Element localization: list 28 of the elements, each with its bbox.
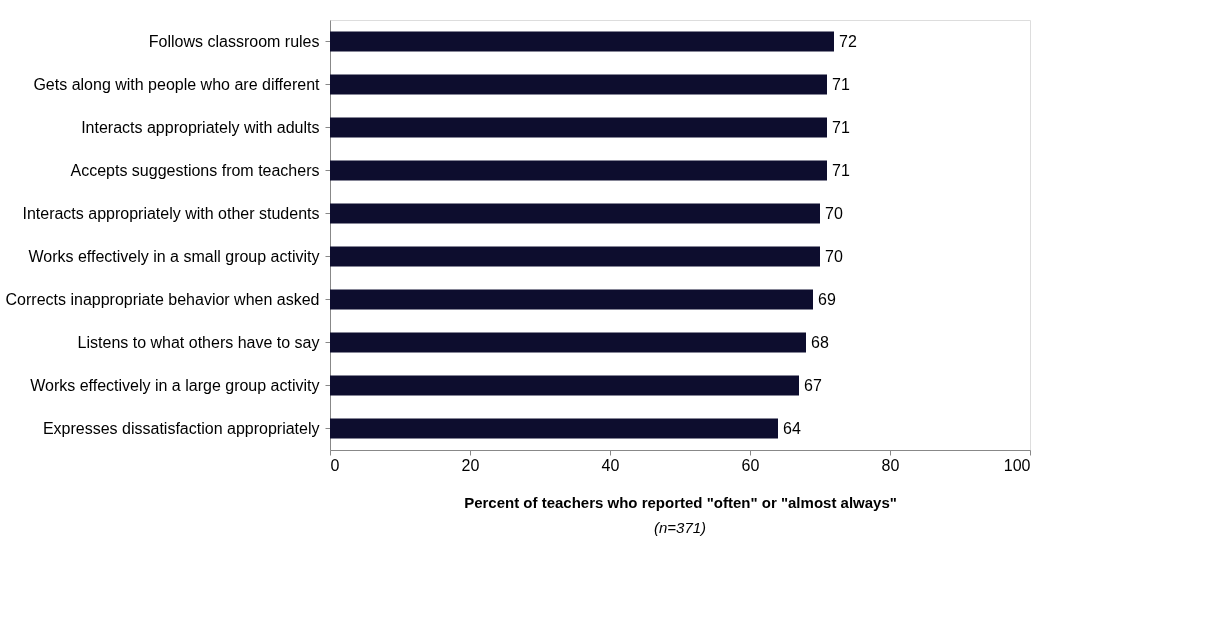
y-tick-label: Follows classroom rules	[148, 32, 320, 50]
y-tick-label: Corrects inappropriate behavior when asked	[5, 290, 320, 308]
text: (n=371)	[653, 519, 707, 536]
x-tick-label: 80	[881, 456, 900, 474]
y-tick-label: Interacts appropriately with adults	[81, 118, 320, 136]
y-tick-label: Works effectively in a large group activity	[30, 376, 320, 394]
x-axis-title: Percent of teachers who reported "often" or "almost always"	[464, 493, 897, 511]
data-label: 70	[825, 247, 843, 265]
data-label: 72	[839, 32, 857, 50]
y-tick-label: Listens to what others have to say	[77, 333, 320, 351]
data-label: 71	[832, 75, 850, 93]
data-label: 64	[783, 419, 801, 437]
data-label: 70	[825, 204, 843, 222]
y-tick-label: Accepts suggestions from teachers	[70, 161, 320, 179]
data-label: 69	[818, 290, 836, 308]
data-label: 71	[832, 161, 850, 179]
data-label: 67	[804, 376, 822, 394]
data-label: 68	[811, 333, 829, 351]
y-tick-label: Gets along with people who are different	[33, 75, 321, 93]
data-label: 71	[832, 118, 850, 136]
x-tick-label: 0	[330, 456, 340, 474]
x-tick-label: 20	[461, 456, 480, 474]
x-tick-label: 60	[741, 456, 760, 474]
x-tick-label: 100	[1003, 456, 1031, 474]
y-tick-label: Works effectively in a small group activity	[28, 247, 320, 265]
x-tick-label: 40	[601, 456, 620, 474]
y-tick-label: Interacts appropriately with other students	[22, 204, 320, 222]
y-tick-label: Expresses dissatisfaction appropriately	[42, 419, 320, 437]
